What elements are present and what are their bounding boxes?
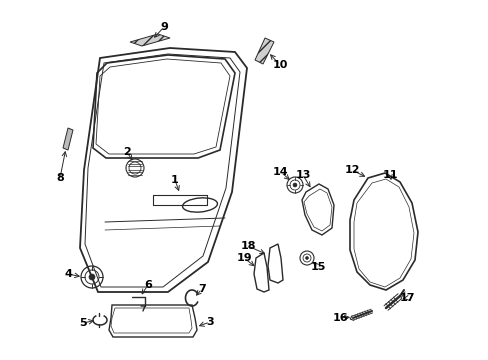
Text: 13: 13 [295, 170, 310, 180]
Text: 15: 15 [310, 262, 325, 272]
Text: 8: 8 [56, 173, 64, 183]
Text: 11: 11 [382, 170, 397, 180]
Circle shape [89, 274, 95, 280]
Text: 14: 14 [273, 167, 288, 177]
Polygon shape [63, 128, 73, 150]
Text: 12: 12 [344, 165, 359, 175]
Text: 3: 3 [206, 317, 213, 327]
Text: 10: 10 [272, 60, 287, 70]
Text: 17: 17 [398, 293, 414, 303]
Text: 6: 6 [144, 280, 152, 290]
Circle shape [292, 183, 296, 187]
Text: 18: 18 [240, 241, 255, 251]
Text: 5: 5 [79, 318, 87, 328]
Text: 19: 19 [236, 253, 251, 263]
Text: 2: 2 [123, 147, 131, 157]
Text: 1: 1 [171, 175, 179, 185]
Text: 4: 4 [64, 269, 72, 279]
Text: 7: 7 [198, 284, 205, 294]
Polygon shape [254, 38, 273, 64]
Polygon shape [130, 34, 170, 46]
Text: 9: 9 [160, 22, 167, 32]
Circle shape [305, 256, 308, 260]
Text: 16: 16 [331, 313, 347, 323]
